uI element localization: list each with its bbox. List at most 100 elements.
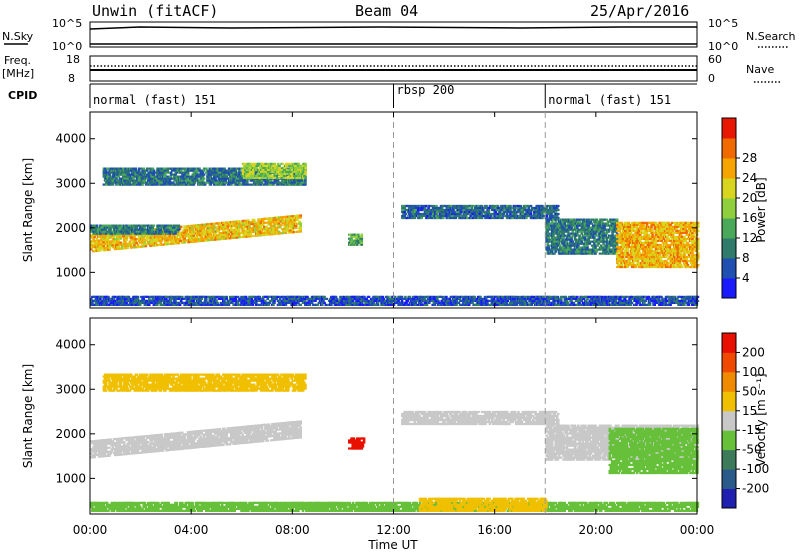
- data-cell: [290, 172, 294, 175]
- data-cell: [283, 174, 287, 177]
- data-cell: [173, 179, 176, 182]
- data-cell: [603, 224, 606, 227]
- data-cell: [641, 257, 644, 261]
- data-cell: [234, 230, 238, 233]
- data-cell: [426, 208, 429, 212]
- data-cell: [571, 224, 574, 227]
- data-cell: [102, 183, 106, 186]
- data-cell: [301, 181, 305, 184]
- data-cell: [292, 179, 296, 182]
- data-cell: [406, 214, 410, 218]
- data-cell: [547, 252, 551, 255]
- data-cell: [462, 206, 466, 210]
- data-cell: [104, 238, 108, 242]
- data-cell: [166, 232, 169, 235]
- data-cell: [281, 170, 285, 173]
- data-cell: [156, 173, 159, 176]
- data-cell: [635, 243, 638, 247]
- data-cell: [223, 175, 226, 178]
- nsearch-tick-bottom: 10^0: [708, 40, 738, 53]
- data-cell: [574, 234, 578, 237]
- data-cell: [579, 238, 582, 241]
- data-cell: [153, 232, 157, 235]
- data-cell: [227, 183, 231, 186]
- freq-box: [89, 55, 698, 82]
- data-cell: [132, 230, 135, 233]
- data-cell: [552, 232, 555, 235]
- data-cell: [615, 218, 619, 221]
- data-cell: [140, 179, 143, 182]
- data-cell: [160, 239, 164, 242]
- data-cell: [488, 212, 492, 216]
- data-cell: [577, 222, 580, 225]
- data-cell: [260, 230, 264, 233]
- data-cell: [351, 243, 354, 246]
- data-cell: [152, 224, 156, 227]
- data-cell: [140, 175, 143, 178]
- data-cell: [270, 179, 273, 182]
- data-cell: [211, 226, 215, 229]
- data-cell: [206, 237, 209, 240]
- data-cell: [580, 240, 584, 243]
- data-cell: [166, 237, 169, 240]
- data-cell: [556, 244, 560, 247]
- data-cell: [492, 204, 495, 208]
- data-cell: [125, 175, 128, 178]
- data-cell: [593, 242, 596, 245]
- data-cell: [117, 181, 120, 184]
- freq-tick-bottom: 8: [68, 72, 75, 85]
- data-cell: [624, 265, 627, 269]
- data-cell: [274, 172, 278, 175]
- data-cell: [177, 242, 181, 245]
- data-cell: [247, 166, 250, 169]
- data-cell: [245, 170, 248, 173]
- data-cell: [555, 214, 559, 218]
- data-cell: [632, 261, 635, 265]
- data-cell: [590, 222, 594, 225]
- data-cell: [109, 183, 113, 186]
- data-cell: [131, 175, 134, 178]
- data-cell: [646, 251, 650, 255]
- data-cell: [591, 234, 595, 237]
- data-cell: [634, 257, 637, 261]
- data-cell: [249, 227, 252, 230]
- data-cell: [219, 177, 223, 180]
- data-cell: [286, 227, 290, 230]
- data-cell: [176, 240, 180, 243]
- data-cell: [279, 170, 282, 173]
- data-cell: [594, 232, 597, 235]
- data-cell: [582, 242, 586, 245]
- data-cell: [151, 226, 155, 229]
- data-cell: [149, 244, 152, 247]
- data-cell: [550, 246, 554, 249]
- data-cell: [430, 204, 434, 208]
- data-cell: [232, 234, 235, 237]
- data-cell: [576, 226, 579, 229]
- data-cell: [609, 250, 612, 253]
- data-cell: [276, 224, 280, 227]
- data-cell: [174, 173, 177, 176]
- data-cell: [348, 241, 351, 244]
- data-cell: [299, 224, 302, 227]
- data-cell: [472, 210, 476, 214]
- data-cell: [549, 204, 552, 208]
- data-cell: [414, 212, 418, 216]
- data-cell: [159, 241, 162, 244]
- data-cell: [135, 242, 139, 245]
- data-cell: [601, 252, 604, 255]
- data-cell: [132, 177, 135, 180]
- data-cell: [166, 241, 169, 244]
- data-cell: [360, 241, 364, 244]
- data-cell: [265, 227, 268, 230]
- data-cell: [175, 177, 179, 180]
- data-cell: [197, 234, 200, 237]
- data-cell: [595, 250, 598, 253]
- data-cell: [111, 242, 115, 245]
- data-cell: [296, 216, 299, 219]
- data-cell: [437, 214, 441, 218]
- data-cell: [118, 226, 122, 229]
- data-cell: [627, 243, 630, 247]
- data-cell: [209, 183, 213, 186]
- data-cell: [622, 257, 626, 261]
- data-cell: [624, 253, 627, 257]
